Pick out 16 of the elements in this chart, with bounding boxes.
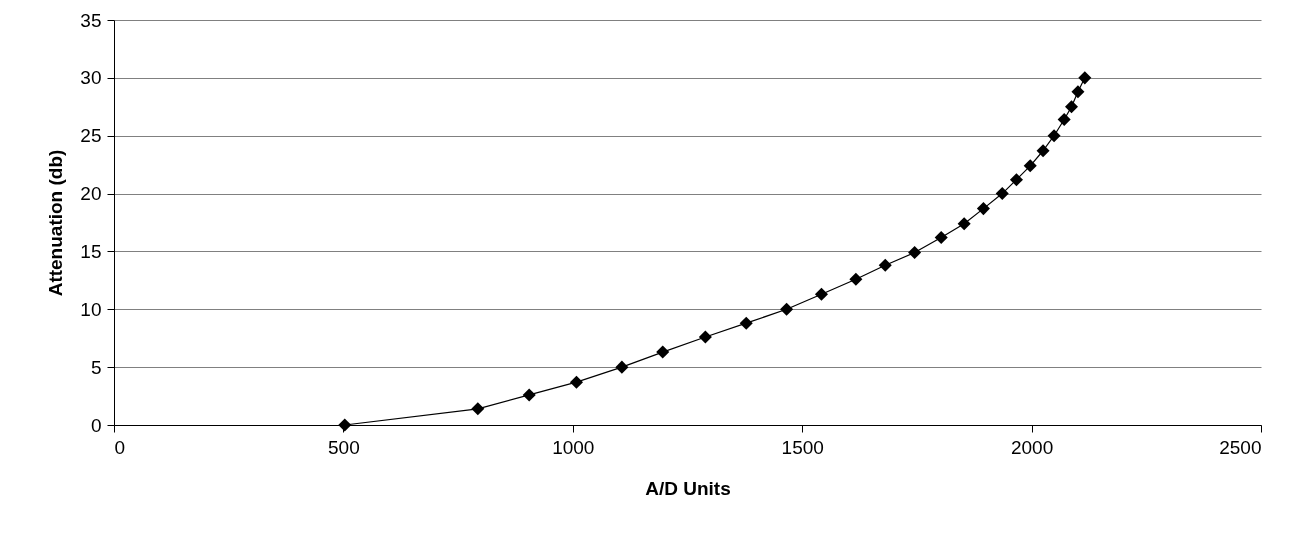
x-tick-label: 1000 — [552, 436, 595, 458]
y-tick-label: 20 — [80, 183, 102, 205]
y-tick-label: 35 — [80, 9, 102, 31]
x-tick-label: 0 — [114, 436, 126, 458]
x-tick-label: 2500 — [1219, 436, 1262, 458]
y-tick-label: 5 — [90, 356, 102, 378]
y-tick-label: 15 — [80, 240, 102, 262]
x-tick-label: 2000 — [1010, 436, 1054, 458]
y-axis-title: Attenuation (db) — [45, 149, 67, 297]
x-axis-title: A/D Units — [645, 477, 731, 499]
y-tick-label: 10 — [80, 298, 102, 320]
y-tick-label: 30 — [80, 67, 102, 89]
x-tick-label: 1500 — [781, 436, 824, 458]
x-tick-label: 500 — [328, 436, 360, 458]
y-tick-label: 0 — [90, 414, 102, 436]
y-tick-label: 25 — [80, 125, 102, 147]
